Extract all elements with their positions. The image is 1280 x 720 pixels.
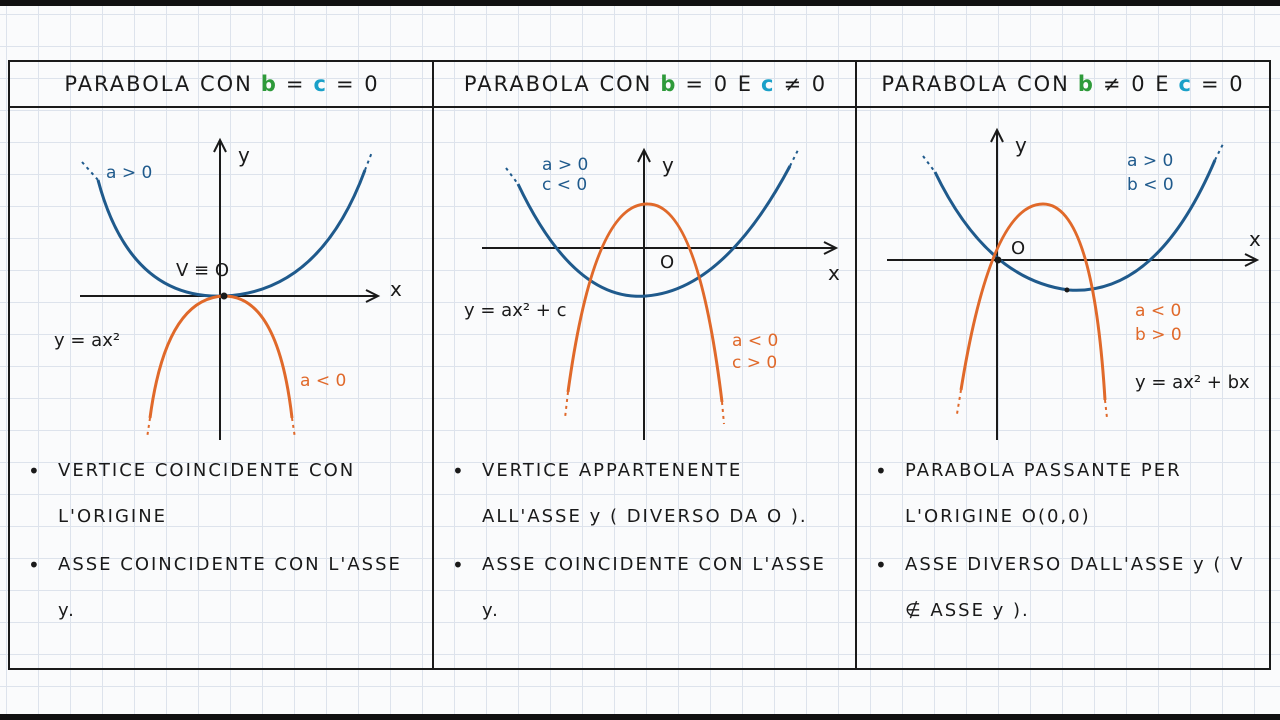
title-prefix: PARABOLA CON bbox=[64, 72, 253, 96]
origin-label: O bbox=[1011, 238, 1025, 259]
notes-list: VERTICE COINCIDENTE CON L'ORIGINE ASSE C… bbox=[10, 448, 434, 636]
bottom-frame-bar bbox=[0, 714, 1280, 720]
orange-parabola-ext bbox=[956, 389, 1108, 419]
title-b: b bbox=[260, 72, 278, 96]
y-axis-arrow bbox=[990, 127, 1004, 143]
blue-parabola-ext bbox=[81, 151, 373, 181]
x-axis-label: x bbox=[1249, 227, 1261, 251]
orange-parabola bbox=[959, 202, 1107, 401]
x-axis-arrow bbox=[1244, 253, 1260, 267]
label-orange-a: a < 0 bbox=[732, 331, 778, 351]
label-vertex: V ≡ O bbox=[176, 260, 229, 281]
orange-parabola-ext bbox=[146, 417, 296, 439]
y-axis-label: y bbox=[662, 153, 674, 177]
vertex-dot bbox=[220, 292, 228, 300]
title-c: c bbox=[313, 72, 328, 96]
title-op1: = bbox=[285, 72, 306, 96]
note-item: ASSE COINCIDENTE CON L'ASSE y. bbox=[28, 542, 424, 634]
title-prefix: PARABOLA CON bbox=[881, 72, 1070, 96]
label-orange-b: b > 0 bbox=[1135, 325, 1182, 345]
note-item: ASSE COINCIDENTE CON L'ASSE y. bbox=[452, 542, 847, 634]
title-b: b bbox=[1077, 72, 1095, 96]
x-axis-arrow bbox=[365, 289, 381, 303]
y-axis-arrow bbox=[637, 147, 651, 163]
label-blue-c: c < 0 bbox=[542, 175, 587, 195]
note-item: VERTICE APPARTENENTE ALL'ASSE y ( DIVERS… bbox=[452, 448, 847, 540]
note-item: PARABOLA PASSANTE PER L'ORIGINE O(0,0) bbox=[875, 448, 1259, 540]
title-c: c bbox=[761, 72, 776, 96]
panel-b-nonzero-c-zero: PARABOLA CON b ≠ 0 E c = 0 a > 0 b < 0 a… bbox=[855, 62, 1269, 668]
parabola-graph: a > 0 a < 0 V ≡ O y = ax² x y bbox=[54, 137, 402, 440]
title-op2: = 0 bbox=[1200, 72, 1245, 96]
panel-title: PARABOLA CON b ≠ 0 E c = 0 bbox=[857, 62, 1269, 108]
blue-parabola-ext bbox=[505, 149, 799, 185]
panel-title: PARABOLA CON b = 0 E c ≠ 0 bbox=[434, 62, 857, 108]
origin-label: O bbox=[660, 252, 674, 273]
title-prefix: PARABOLA CON bbox=[463, 72, 653, 96]
title-op1: = 0 E bbox=[685, 72, 753, 96]
parabola-graph: a > 0 b < 0 a < 0 b > 0 O y = ax² + bx x… bbox=[887, 127, 1261, 440]
label-blue-b: b < 0 bbox=[1127, 175, 1174, 195]
y-axis-label: y bbox=[238, 143, 250, 167]
x-axis-label: x bbox=[390, 277, 402, 301]
label-a-positive: a > 0 bbox=[106, 163, 152, 183]
title-c: c bbox=[1178, 72, 1193, 96]
label-orange-c: c > 0 bbox=[732, 353, 777, 373]
parabola-graph: a > 0 c < 0 a < 0 c > 0 O y = ax² + c x … bbox=[464, 147, 840, 440]
comparison-table: PARABOLA CON b = c = 0 a > 0 a < 0 V ≡ O… bbox=[8, 60, 1271, 670]
blue-parabola bbox=[96, 169, 367, 298]
equation-label: y = ax² + c bbox=[464, 300, 567, 321]
label-blue-a: a > 0 bbox=[542, 155, 588, 175]
blue-parabola bbox=[516, 165, 792, 298]
title-op2: ≠ 0 bbox=[783, 72, 828, 96]
orange-parabola bbox=[566, 202, 724, 403]
title-op1: ≠ 0 E bbox=[1102, 72, 1171, 96]
equation-label: y = ax² + bx bbox=[1135, 372, 1250, 393]
panel-b-zero-c-nonzero: PARABOLA CON b = 0 E c ≠ 0 a > 0 c < 0 a… bbox=[432, 62, 857, 668]
notes-list: PARABOLA PASSANTE PER L'ORIGINE O(0,0) A… bbox=[857, 448, 1269, 636]
note-item: ASSE DIVERSO DALL'ASSE y ( V ∉ ASSE y ). bbox=[875, 542, 1259, 634]
panel-b-c-zero: PARABOLA CON b = c = 0 a > 0 a < 0 V ≡ O… bbox=[10, 62, 434, 668]
title-op2: = 0 bbox=[335, 72, 380, 96]
origin-dot bbox=[994, 256, 1002, 264]
blue-parabola-ext bbox=[922, 143, 1224, 173]
x-axis-label: x bbox=[828, 261, 840, 285]
note-item: VERTICE COINCIDENTE CON L'ORIGINE bbox=[28, 448, 424, 540]
top-frame-bar bbox=[0, 0, 1280, 6]
label-a-negative: a < 0 bbox=[300, 371, 346, 391]
x-axis-arrow bbox=[823, 241, 839, 255]
orange-parabola-ext bbox=[564, 391, 725, 425]
label-blue-a: a > 0 bbox=[1127, 151, 1173, 171]
title-b: b bbox=[660, 72, 678, 96]
label-orange-a: a < 0 bbox=[1135, 301, 1181, 321]
y-axis-label: y bbox=[1015, 133, 1027, 157]
notes-list: VERTICE APPARTENENTE ALL'ASSE y ( DIVERS… bbox=[434, 448, 857, 636]
y-axis-arrow bbox=[213, 137, 227, 153]
equation-label: y = ax² bbox=[54, 330, 120, 351]
panel-title: PARABOLA CON b = c = 0 bbox=[10, 62, 434, 108]
vertex-dot bbox=[1064, 287, 1070, 293]
